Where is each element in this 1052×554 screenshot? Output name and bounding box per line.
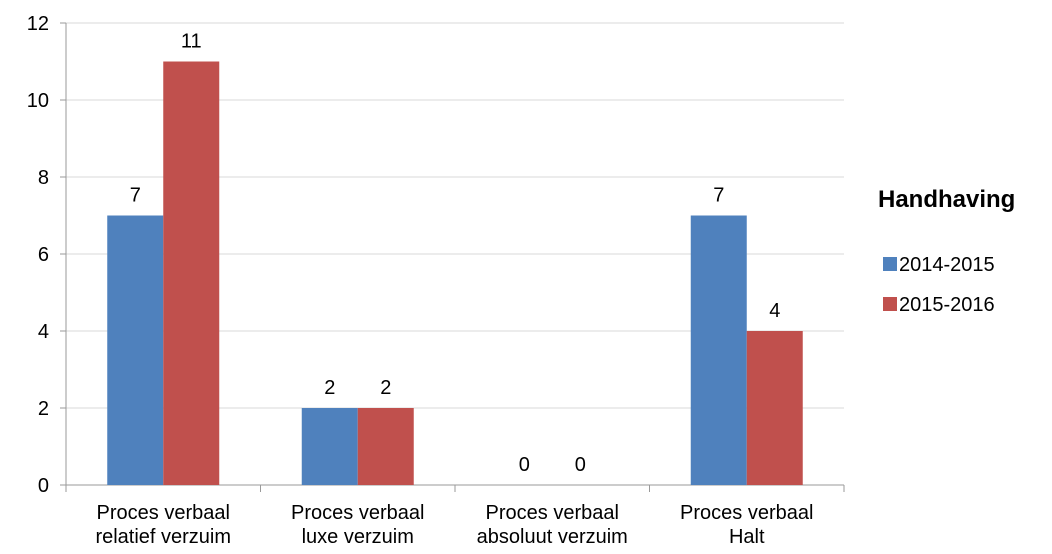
bar-value-label: 0 bbox=[575, 454, 586, 476]
x-category-label: Proces verbaal luxe verzuim bbox=[291, 502, 424, 548]
bar-value-label: 0 bbox=[519, 454, 530, 476]
legend-swatch bbox=[883, 297, 897, 311]
x-category-label: Proces verbaal relatief verzuim bbox=[95, 502, 231, 548]
y-tick-label: 8 bbox=[38, 167, 49, 189]
y-tick-label: 12 bbox=[27, 13, 49, 35]
axes: 0 2 4 6 8 10 12 Proces verbaal relatief verzuim P… bbox=[27, 13, 845, 548]
data-labels: 7 2 0 7 11 2 0 4 bbox=[130, 31, 781, 477]
x-category-label: Proces verbaal absoluut verzuim bbox=[477, 502, 628, 548]
bar bbox=[690, 215, 747, 485]
bar-value-label: 4 bbox=[769, 300, 780, 322]
bar bbox=[746, 331, 803, 485]
legend-entry: 2015-2016 bbox=[899, 294, 995, 316]
y-tick-label: 0 bbox=[38, 475, 49, 497]
y-tick-label: 6 bbox=[38, 244, 49, 266]
y-tick-label: 10 bbox=[27, 90, 49, 112]
x-category-label: Proces verbaal Halt bbox=[680, 502, 813, 548]
legend-entry: 2014-2015 bbox=[899, 254, 995, 276]
y-tick-label: 2 bbox=[38, 398, 49, 420]
bar bbox=[357, 408, 414, 485]
legend-swatch bbox=[883, 257, 897, 271]
legend: Handhaving 2014-2015 2015-2016 bbox=[878, 186, 1015, 316]
bar bbox=[163, 61, 220, 485]
bar-value-label: 2 bbox=[380, 377, 391, 399]
bar-value-label: 7 bbox=[130, 185, 141, 207]
bar-value-label: 11 bbox=[181, 31, 202, 53]
bar bbox=[301, 408, 358, 485]
legend-title: Handhaving bbox=[878, 186, 1015, 213]
bar-value-label: 2 bbox=[324, 377, 335, 399]
bar bbox=[107, 215, 164, 485]
bars bbox=[107, 61, 803, 485]
bar-value-label: 7 bbox=[713, 185, 724, 207]
y-tick-label: 4 bbox=[38, 321, 49, 343]
